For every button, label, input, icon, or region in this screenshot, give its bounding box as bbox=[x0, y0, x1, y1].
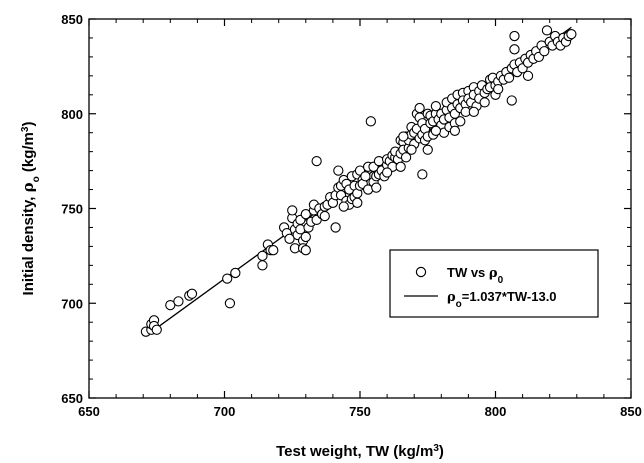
y-tick-label: 850 bbox=[61, 12, 83, 27]
data-point bbox=[333, 165, 344, 176]
data-point bbox=[151, 324, 162, 335]
data-point bbox=[311, 155, 322, 167]
data-point bbox=[539, 46, 550, 57]
data-point bbox=[398, 131, 409, 142]
data-point bbox=[506, 95, 517, 106]
data-point bbox=[257, 260, 268, 271]
data-point bbox=[360, 171, 371, 182]
x-tick-label: 850 bbox=[620, 404, 642, 419]
data-point bbox=[430, 101, 442, 112]
data-point bbox=[186, 288, 198, 299]
data-point bbox=[330, 222, 341, 233]
data-point bbox=[406, 144, 417, 155]
legend-box bbox=[389, 249, 599, 318]
x-tick-label: 700 bbox=[214, 404, 236, 419]
plot-frame bbox=[88, 18, 632, 399]
data-point bbox=[300, 245, 311, 256]
data-point bbox=[338, 201, 349, 212]
y-tick-label: 700 bbox=[61, 296, 83, 311]
data-point bbox=[566, 29, 577, 40]
data-point bbox=[300, 209, 311, 220]
data-point bbox=[541, 25, 553, 36]
x-tick-label: 750 bbox=[349, 404, 371, 419]
x-tick-label: 650 bbox=[78, 404, 100, 419]
data-point bbox=[230, 267, 241, 279]
data-point bbox=[468, 106, 479, 118]
x-tick-label: 800 bbox=[485, 404, 507, 419]
data-point bbox=[319, 210, 330, 222]
data-point bbox=[222, 273, 233, 284]
data-point bbox=[352, 197, 363, 208]
y-tick-label: 650 bbox=[61, 391, 83, 406]
legend-label-scatter: TW vs ρ0 bbox=[447, 265, 504, 286]
data-point bbox=[400, 152, 412, 163]
data-point bbox=[365, 116, 376, 127]
data-point bbox=[422, 144, 433, 155]
x-axis-title: Test weight, TW (kg/m3) bbox=[276, 443, 444, 461]
legend-marker-scatter bbox=[415, 266, 427, 278]
data-point bbox=[284, 233, 295, 244]
data-point bbox=[509, 44, 520, 55]
data-point bbox=[224, 298, 236, 309]
data-point bbox=[287, 205, 298, 216]
data-point bbox=[257, 250, 268, 262]
data-point bbox=[395, 161, 406, 172]
data-point bbox=[509, 30, 520, 42]
data-point bbox=[417, 169, 428, 180]
data-point bbox=[493, 83, 504, 95]
axis-ticks bbox=[88, 18, 632, 399]
data-point bbox=[300, 231, 311, 243]
data-point bbox=[430, 125, 442, 136]
y-tick-label: 800 bbox=[61, 107, 83, 122]
y-tick-label: 750 bbox=[61, 202, 83, 217]
y-axis-title: Initial density, ρo (kg/m3) bbox=[19, 122, 42, 296]
legend: TW vs ρ0 ρo=1.037*TW-13.0 bbox=[389, 249, 599, 318]
data-points bbox=[140, 25, 577, 337]
tick-labels: 650 700 750 800 850 650 700 750 800 850 bbox=[61, 12, 642, 419]
data-point bbox=[449, 125, 460, 136]
data-point bbox=[414, 102, 425, 114]
data-point bbox=[173, 296, 184, 307]
legend-label-fit: ρo=1.037*TW-13.0 bbox=[447, 289, 557, 310]
data-point bbox=[503, 72, 515, 83]
data-point bbox=[165, 299, 176, 311]
data-point bbox=[381, 167, 393, 178]
data-point bbox=[371, 182, 382, 193]
data-point bbox=[268, 245, 279, 256]
data-point bbox=[455, 116, 466, 127]
data-point bbox=[479, 97, 490, 108]
data-point bbox=[522, 70, 534, 81]
